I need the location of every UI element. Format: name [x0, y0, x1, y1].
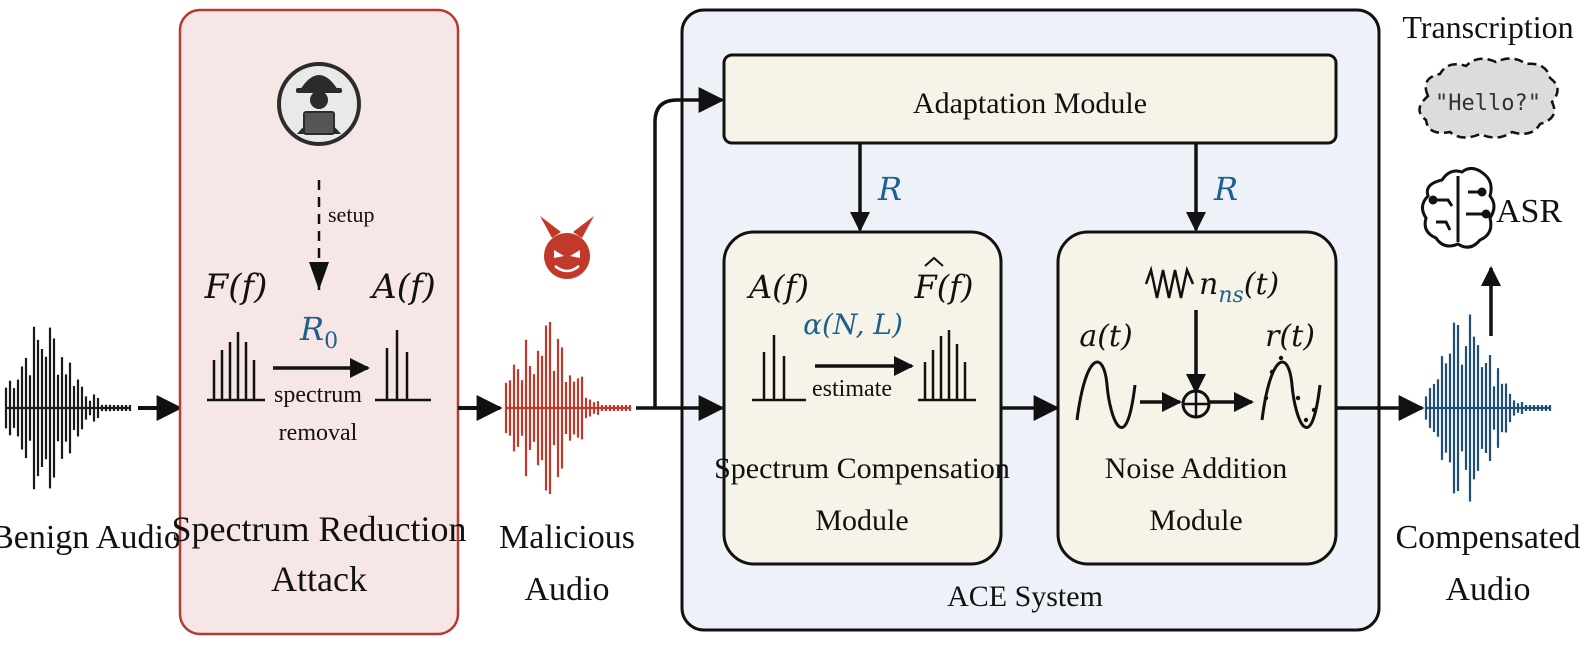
- scm-title-line1: Spectrum Compensation: [714, 452, 1010, 485]
- compensated-audio-line1: Compensated: [1395, 519, 1580, 556]
- nam-title-line1: Noise Addition: [1105, 452, 1288, 485]
- attack-title-line1: Spectrum Reduction: [172, 509, 467, 549]
- R-right-label: R: [1213, 170, 1238, 208]
- devil-icon: [540, 216, 594, 279]
- spectrum-removal-line2: removal: [279, 420, 358, 446]
- arrow-to-adaptation: [653, 87, 725, 408]
- R0-label: R0: [299, 310, 338, 354]
- transcription-text: "Hello?": [1435, 91, 1541, 116]
- scm-reduced-spectrum-bars: [752, 335, 806, 402]
- malicious-audio-waveform: [504, 321, 632, 495]
- r-t-label: r(t): [1265, 319, 1315, 354]
- F-hat-f-label: F(f): [913, 268, 973, 306]
- a-t-label: a(t): [1079, 319, 1132, 354]
- clean-sine-wave: [1075, 360, 1137, 429]
- full-spectrum-bars: [207, 332, 265, 402]
- reduced-spectrum-bars: [375, 330, 431, 402]
- transcription-title: Transcription: [1402, 9, 1573, 45]
- compensated-audio-waveform: [1424, 314, 1552, 502]
- noisy-sine-wave: [1260, 355, 1322, 429]
- estimate-label: estimate: [812, 376, 892, 402]
- noise-signal-icon: [1144, 265, 1195, 299]
- F-f-label: F(f): [204, 267, 268, 307]
- brain-circuit-icon: [1421, 167, 1496, 249]
- sum-junction-icon: [1181, 389, 1211, 419]
- cloud-icon: [1418, 57, 1559, 139]
- asr-label: ASR: [1496, 193, 1562, 230]
- malicious-audio-line1: Malicious: [499, 519, 635, 556]
- A-f-label: A(f): [369, 267, 436, 307]
- hacker-icon: [277, 62, 361, 146]
- adaptation-module-label: Adaptation Module: [913, 87, 1147, 120]
- setup-arrowhead: [309, 262, 329, 290]
- A-f-scm-label: A(f): [746, 268, 809, 306]
- spectrum-compensation-module: [722, 230, 1003, 566]
- adaptation-module: [722, 53, 1338, 145]
- scm-title-line2: Module: [815, 504, 908, 537]
- benign-audio-waveform: [4, 326, 132, 490]
- setup-label: setup: [328, 202, 374, 227]
- n-ns-label: nns(t): [1199, 267, 1279, 308]
- hat-mark: [924, 256, 944, 267]
- benign-audio-label: Benign Audio: [0, 519, 181, 556]
- attack-panel: [178, 8, 460, 636]
- spectrum-removal-line1: spectrum: [274, 382, 362, 408]
- nam-title-line2: Module: [1149, 504, 1242, 537]
- alpha-label: α(N, L): [803, 308, 903, 341]
- scm-compensated-spectrum-bars: [918, 330, 976, 402]
- R-left-label: R: [877, 170, 902, 208]
- attack-title-line2: Attack: [271, 559, 367, 599]
- malicious-audio-line2: Audio: [525, 571, 610, 608]
- compensated-audio-line2: Audio: [1446, 571, 1531, 608]
- ace-system-label: ACE System: [947, 580, 1103, 613]
